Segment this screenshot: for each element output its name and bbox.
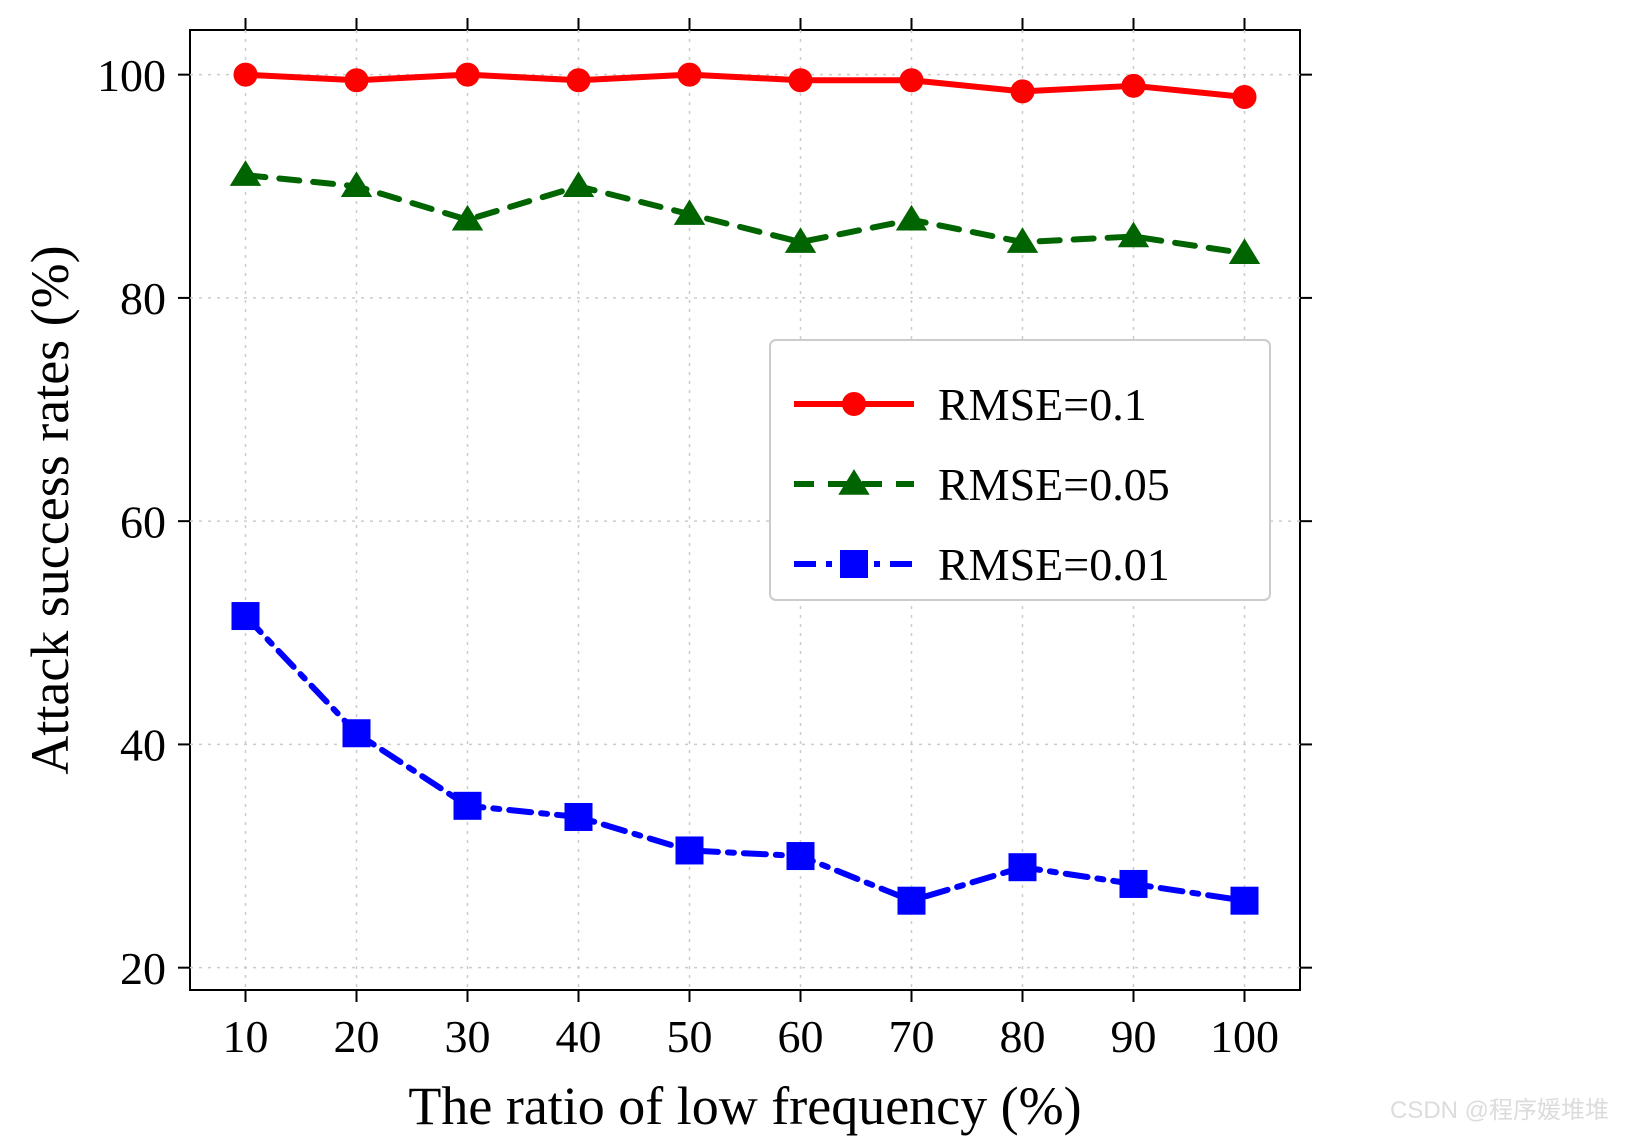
y-axis-label: Attack success rates (%) [20, 245, 80, 774]
legend: RMSE=0.1 RMSE=0.05 RMSE=0.01 [770, 340, 1270, 600]
x-axis-label: The ratio of low frequency (%) [408, 1076, 1081, 1136]
x-tick-label: 10 [223, 1011, 269, 1062]
y-tick-label: 40 [120, 720, 166, 771]
watermark: CSDN @程序媛堆堆 [1390, 1097, 1609, 1124]
legend-label-rmse001: RMSE=0.01 [938, 539, 1170, 590]
chart-container: 10 20 30 40 50 60 70 80 90 100 20 40 60 80 100 The rati… [0, 0, 1643, 1136]
y-tick-label: 100 [97, 50, 166, 101]
legend-label-rmse01: RMSE=0.1 [938, 379, 1147, 430]
x-tick-label: 70 [889, 1011, 935, 1062]
x-tick-label: 80 [1000, 1011, 1046, 1062]
legend-label-rmse005: RMSE=0.05 [938, 459, 1170, 510]
x-tick-label: 40 [556, 1011, 602, 1062]
y-tick-label: 60 [120, 496, 166, 547]
x-tick-label: 60 [778, 1011, 824, 1062]
x-tick-label: 50 [667, 1011, 713, 1062]
y-tick-label: 20 [120, 943, 166, 994]
line-chart: 10 20 30 40 50 60 70 80 90 100 20 40 60 80 100 The rati… [0, 0, 1643, 1136]
x-tick-label: 90 [1111, 1011, 1157, 1062]
x-tick-label: 20 [334, 1011, 380, 1062]
x-tick-label: 30 [445, 1011, 491, 1062]
x-tick-label: 100 [1210, 1011, 1279, 1062]
y-tick-label: 80 [120, 273, 166, 324]
